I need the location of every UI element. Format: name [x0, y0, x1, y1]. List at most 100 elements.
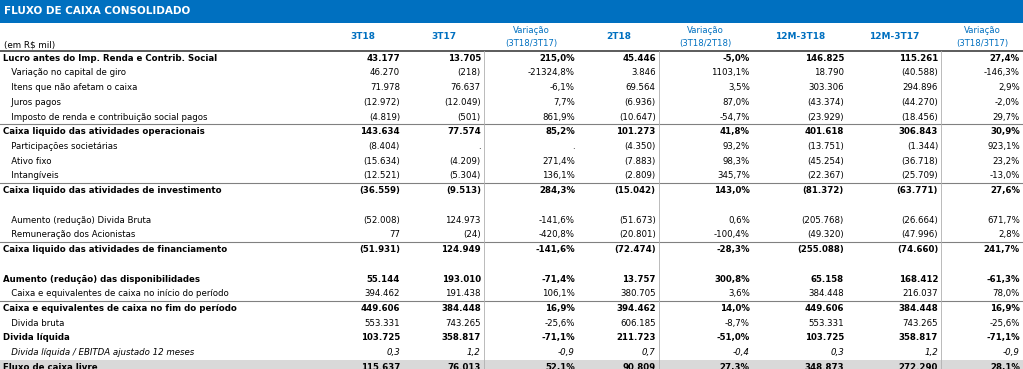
- Text: 52,1%: 52,1%: [545, 363, 575, 369]
- Text: (4.819): (4.819): [369, 113, 400, 121]
- Text: 384.448: 384.448: [898, 304, 938, 313]
- Text: (1.344): (1.344): [906, 142, 938, 151]
- Text: 7,7%: 7,7%: [553, 98, 575, 107]
- Text: 87,0%: 87,0%: [722, 98, 750, 107]
- Text: 923,1%: 923,1%: [987, 142, 1020, 151]
- Text: (4.209): (4.209): [450, 157, 481, 166]
- Text: -2,0%: -2,0%: [995, 98, 1020, 107]
- Text: 27,3%: 27,3%: [720, 363, 750, 369]
- Text: (47.996): (47.996): [901, 230, 938, 239]
- Text: 2T18: 2T18: [606, 32, 631, 41]
- Text: 306.843: 306.843: [899, 127, 938, 136]
- Text: 384.448: 384.448: [808, 289, 844, 298]
- Text: (205.768): (205.768): [802, 215, 844, 225]
- Text: 136,1%: 136,1%: [542, 172, 575, 180]
- Text: 93,2%: 93,2%: [722, 142, 750, 151]
- Bar: [0, 124, 1023, 139]
- Text: -71,4%: -71,4%: [541, 275, 575, 283]
- Text: (44.270): (44.270): [901, 98, 938, 107]
- Text: 191.438: 191.438: [445, 289, 481, 298]
- Text: 284,3%: 284,3%: [539, 186, 575, 195]
- Text: Caixa e equivalentes de caixa no início do período: Caixa e equivalentes de caixa no início …: [3, 289, 229, 298]
- Bar: [0, 316, 1023, 331]
- Text: (36.559): (36.559): [359, 186, 400, 195]
- Text: (em R$ mil): (em R$ mil): [4, 40, 55, 49]
- Text: 28,1%: 28,1%: [990, 363, 1020, 369]
- Bar: [0, 301, 1023, 316]
- Text: 27,4%: 27,4%: [990, 54, 1020, 63]
- Text: 2,9%: 2,9%: [998, 83, 1020, 92]
- Bar: [0, 257, 1023, 272]
- Text: (45.254): (45.254): [807, 157, 844, 166]
- Text: 3.846: 3.846: [631, 68, 656, 77]
- Text: Caixa liquido das atividades de investimento: Caixa liquido das atividades de investim…: [3, 186, 222, 195]
- Text: -141,6%: -141,6%: [539, 215, 575, 225]
- Text: 193.010: 193.010: [442, 275, 481, 283]
- Text: (72.474): (72.474): [614, 245, 656, 254]
- Text: 743.265: 743.265: [445, 319, 481, 328]
- Text: -71,1%: -71,1%: [541, 334, 575, 342]
- Text: 861,9%: 861,9%: [542, 113, 575, 121]
- Bar: [0, 213, 1023, 227]
- Text: 384.448: 384.448: [441, 304, 481, 313]
- Text: (6.936): (6.936): [625, 98, 656, 107]
- Text: (40.588): (40.588): [901, 68, 938, 77]
- Text: Caixa liquido das atividades de financiamento: Caixa liquido das atividades de financia…: [3, 245, 227, 254]
- Text: Aumento (redução) Divida Bruta: Aumento (redução) Divida Bruta: [3, 215, 151, 225]
- Text: (218): (218): [457, 68, 481, 77]
- Text: 27,6%: 27,6%: [990, 186, 1020, 195]
- Text: (13.751): (13.751): [807, 142, 844, 151]
- Text: -146,3%: -146,3%: [984, 68, 1020, 77]
- Text: -21324,8%: -21324,8%: [528, 68, 575, 77]
- Text: -71,1%: -71,1%: [986, 334, 1020, 342]
- Text: 3T18: 3T18: [350, 32, 375, 41]
- Text: Intangíveis: Intangíveis: [3, 172, 58, 180]
- Text: 401.618: 401.618: [805, 127, 844, 136]
- Text: 2,8%: 2,8%: [998, 230, 1020, 239]
- Bar: [0, 65, 1023, 80]
- Bar: [0, 154, 1023, 169]
- Text: 553.331: 553.331: [808, 319, 844, 328]
- Text: 41,8%: 41,8%: [720, 127, 750, 136]
- Text: 215,0%: 215,0%: [539, 54, 575, 63]
- Text: (12.049): (12.049): [444, 98, 481, 107]
- Text: 13.705: 13.705: [447, 54, 481, 63]
- Text: -100,4%: -100,4%: [714, 230, 750, 239]
- Text: 16,9%: 16,9%: [990, 304, 1020, 313]
- Bar: [0, 80, 1023, 95]
- Text: 348.873: 348.873: [804, 363, 844, 369]
- Text: (5.304): (5.304): [449, 172, 481, 180]
- Text: -28,3%: -28,3%: [716, 245, 750, 254]
- Text: 13.757: 13.757: [622, 275, 656, 283]
- Bar: [0, 183, 1023, 198]
- Text: (501): (501): [457, 113, 481, 121]
- Text: -5,0%: -5,0%: [722, 54, 750, 63]
- Text: (52.008): (52.008): [363, 215, 400, 225]
- Text: -51,0%: -51,0%: [716, 334, 750, 342]
- Text: 394.462: 394.462: [616, 304, 656, 313]
- Bar: [0, 331, 1023, 345]
- Text: .: .: [478, 142, 481, 151]
- Text: 45.446: 45.446: [622, 54, 656, 63]
- Text: 671,7%: 671,7%: [987, 215, 1020, 225]
- Bar: [0, 169, 1023, 183]
- Text: 14,0%: 14,0%: [720, 304, 750, 313]
- Text: 743.265: 743.265: [902, 319, 938, 328]
- Text: -6,1%: -6,1%: [550, 83, 575, 92]
- Text: 115.261: 115.261: [899, 54, 938, 63]
- Text: (49.320): (49.320): [807, 230, 844, 239]
- Text: 69.564: 69.564: [626, 83, 656, 92]
- Text: (22.367): (22.367): [807, 172, 844, 180]
- Text: Divida líquida: Divida líquida: [3, 334, 70, 342]
- Text: 98,3%: 98,3%: [722, 157, 750, 166]
- Text: Variação: Variação: [513, 26, 549, 35]
- Text: (12.521): (12.521): [363, 172, 400, 180]
- Text: -54,7%: -54,7%: [719, 113, 750, 121]
- Text: 85,2%: 85,2%: [545, 127, 575, 136]
- Text: Fluxo de caixa livre: Fluxo de caixa livre: [3, 363, 97, 369]
- Text: (23.929): (23.929): [807, 113, 844, 121]
- Text: -61,3%: -61,3%: [986, 275, 1020, 283]
- Text: 16,9%: 16,9%: [545, 304, 575, 313]
- Text: (26.664): (26.664): [901, 215, 938, 225]
- Text: -420,8%: -420,8%: [539, 230, 575, 239]
